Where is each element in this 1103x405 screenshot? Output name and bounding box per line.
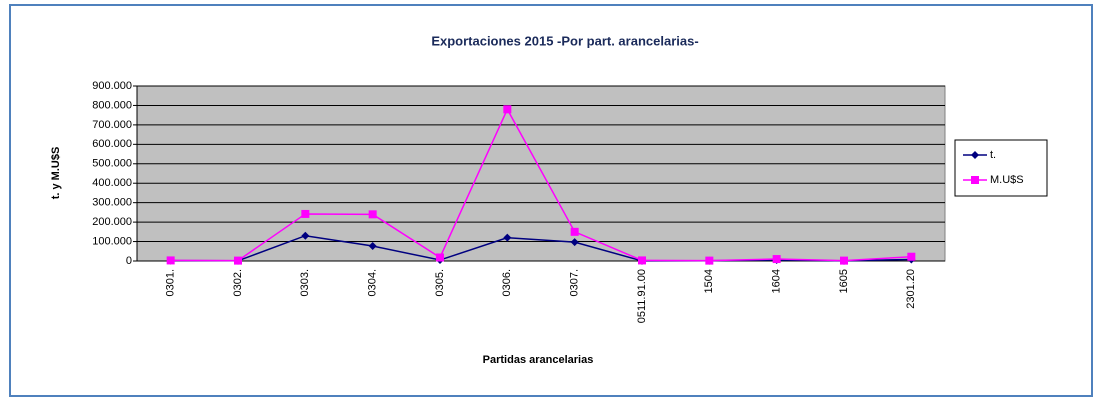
x-tick-label: 0307. xyxy=(569,269,581,297)
x-tick-label: 0303. xyxy=(299,269,311,297)
y-tick-label: 400.000 xyxy=(92,177,132,189)
marker xyxy=(907,252,916,261)
series-line xyxy=(170,107,912,262)
marker xyxy=(570,238,579,247)
x-tick-label: 2301.20 xyxy=(905,269,917,309)
series-line xyxy=(170,234,912,262)
marker xyxy=(840,256,848,265)
x-tick-label: 1504 xyxy=(703,269,715,293)
y-axis-label: t. y M.U$S xyxy=(50,147,62,200)
y-tick-label: 0 xyxy=(126,255,132,267)
x-tick-label: 1604 xyxy=(771,269,783,293)
marker xyxy=(772,255,781,264)
legend-label: M.U$S xyxy=(990,174,1024,186)
x-tick-label: 0511.91.00 xyxy=(636,269,648,323)
y-tick-label: 300.000 xyxy=(92,197,132,209)
x-tick-label: 0302. xyxy=(232,269,244,297)
marker xyxy=(166,256,175,265)
marker xyxy=(301,209,310,218)
x-tick-label: 0305. xyxy=(434,269,446,297)
x-tick-label: 1605 xyxy=(838,269,850,293)
marker xyxy=(570,227,579,236)
marker xyxy=(368,242,377,251)
legend-label: t. xyxy=(990,149,996,161)
marker xyxy=(301,231,310,240)
legend-marker xyxy=(971,151,979,159)
y-tick-label: 600.000 xyxy=(92,138,132,150)
marker xyxy=(705,256,714,265)
marker xyxy=(638,256,646,265)
marker xyxy=(503,105,512,114)
plot-area xyxy=(136,85,946,262)
legend-marker xyxy=(971,176,979,184)
marker xyxy=(234,256,242,265)
marker xyxy=(368,210,377,219)
y-tick-label: 900.000 xyxy=(92,80,132,92)
chart-title: Exportaciones 2015 -Por part. arancelari… xyxy=(431,33,698,48)
legend-box xyxy=(954,139,1048,197)
x-tick-label: 0304. xyxy=(367,269,379,297)
marker xyxy=(503,233,512,242)
marker xyxy=(436,253,444,262)
y-tick-label: 700.000 xyxy=(92,119,132,131)
x-tick-label: 0301. xyxy=(165,269,177,297)
y-tick-label: 100.000 xyxy=(92,235,132,247)
y-tick-label: 800.000 xyxy=(92,99,132,111)
x-tick-label: 0306. xyxy=(501,269,513,297)
y-tick-label: 200.000 xyxy=(92,216,132,228)
x-axis-label: Partidas arancelarias xyxy=(483,354,594,366)
y-tick-label: 500.000 xyxy=(92,158,132,170)
